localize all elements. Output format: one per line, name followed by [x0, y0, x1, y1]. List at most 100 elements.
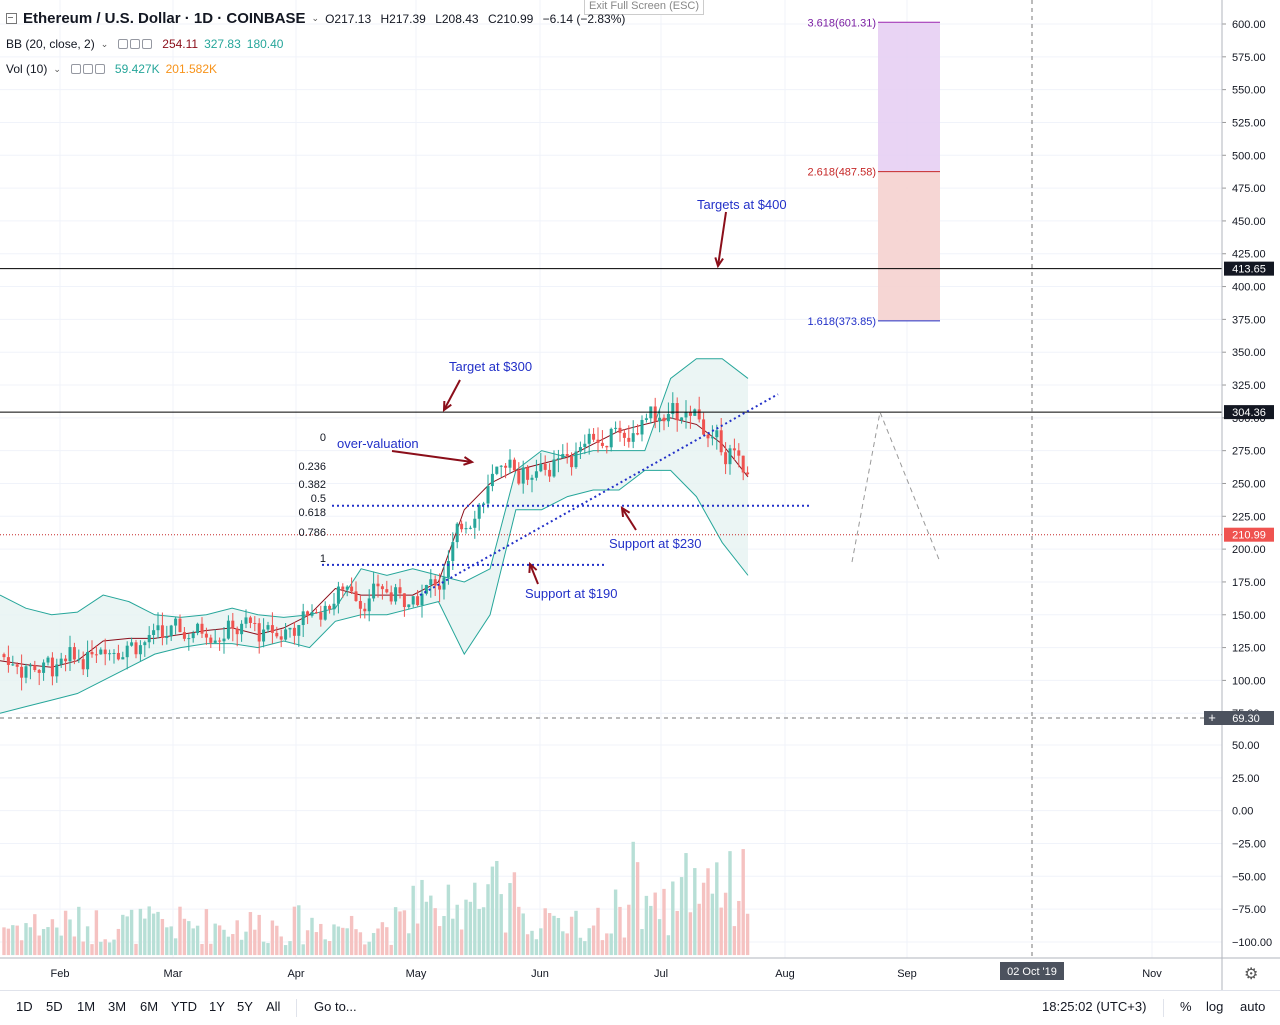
volume-bar — [160, 918, 165, 956]
volume-bar — [217, 925, 222, 956]
candle-body — [174, 618, 178, 626]
volume-bar — [94, 910, 99, 956]
indicator-buttons[interactable] — [70, 64, 105, 74]
auto-toggle[interactable]: auto — [1240, 999, 1266, 1014]
price-axis-label: 100.00 — [1232, 675, 1266, 687]
candle-body — [521, 467, 525, 484]
visibility-icon[interactable] — [118, 39, 129, 49]
candle-body — [314, 612, 318, 614]
volume-bar — [81, 941, 85, 956]
volume-bar — [28, 927, 33, 956]
open-value: O217.13 — [325, 11, 372, 26]
visibility-icon[interactable] — [70, 64, 81, 74]
volume-bar — [684, 853, 688, 956]
percent-toggle[interactable]: % — [1180, 999, 1192, 1014]
candle-body — [160, 625, 164, 639]
candle-body — [376, 583, 380, 587]
indicator-buttons[interactable] — [118, 39, 153, 49]
volume-bar — [59, 935, 63, 956]
candle-body — [724, 452, 728, 465]
volume-bar — [644, 895, 649, 956]
volume-bar — [679, 877, 684, 956]
volume-bar — [393, 907, 398, 956]
candle-body — [697, 409, 701, 420]
trend-lines — [0, 268, 1222, 596]
log-toggle[interactable]: log — [1206, 999, 1224, 1014]
time-axis-label: Apr — [287, 968, 304, 980]
settings-icon[interactable] — [130, 39, 141, 49]
bb-label[interactable]: BB (20, close, 2) — [6, 37, 95, 51]
close-icon[interactable] — [142, 39, 153, 49]
vol-label[interactable]: Vol (10) — [6, 62, 48, 76]
volume-bar — [112, 939, 116, 956]
volume-bar — [411, 885, 415, 956]
candle-body — [675, 403, 679, 421]
volume-bar — [715, 862, 719, 956]
range-ytd[interactable]: YTD — [171, 999, 197, 1014]
range-5y[interactable]: 5Y — [237, 999, 253, 1014]
close-icon[interactable] — [94, 64, 105, 74]
collapse-icon[interactable] — [6, 13, 17, 24]
volume-bar — [596, 907, 600, 956]
fib-label: 1.618(373.85) — [808, 316, 877, 328]
volume-axis-label: −25.00 — [1232, 838, 1266, 850]
volume-bar — [151, 913, 156, 956]
symbol-title[interactable]: Ethereum / U.S. Dollar · 1D · COINBASE — [23, 10, 306, 27]
volume-bar — [517, 906, 521, 956]
candle-body — [262, 629, 266, 642]
volume-bar — [248, 912, 253, 956]
price-axis-label: 500.00 — [1232, 150, 1266, 162]
candle-body — [165, 636, 169, 639]
settings-icon[interactable] — [82, 64, 93, 74]
volume-bar — [446, 884, 451, 956]
volume-bar — [310, 917, 314, 956]
range-1d[interactable]: 1D — [16, 999, 33, 1014]
candle-body — [486, 486, 490, 504]
volume-bar — [433, 908, 437, 956]
fib-retrace-label: 0 — [320, 432, 326, 444]
volume-bar — [737, 900, 741, 956]
range-all[interactable]: All — [266, 999, 281, 1014]
volume-bar — [675, 910, 679, 956]
candle-body — [548, 469, 552, 477]
chevron-down-icon[interactable]: ⌄ — [53, 63, 61, 74]
volume-bar — [121, 914, 125, 956]
chevron-down-icon[interactable]: ⌄ — [100, 38, 109, 49]
range-3m[interactable]: 3M — [108, 999, 127, 1014]
volume-axis-label: 0.00 — [1232, 806, 1253, 818]
candle-body — [143, 642, 147, 646]
candle-body — [424, 584, 428, 594]
volume-bar — [499, 894, 503, 956]
candle-body — [442, 577, 446, 590]
candle-body — [156, 625, 160, 631]
volume-bar — [539, 928, 543, 956]
exit-fullscreen-button[interactable]: Exit Full Screen (ESC) — [584, 0, 705, 15]
range-5d[interactable]: 5D — [46, 999, 63, 1014]
volume-bar — [41, 929, 46, 956]
clock[interactable]: 18:25:02 (UTC+3) — [1042, 999, 1147, 1014]
goto-button[interactable]: Go to... — [314, 999, 357, 1014]
volume-bar — [543, 908, 547, 956]
range-6m[interactable]: 6M — [140, 999, 159, 1014]
price-axis-label: 250.00 — [1232, 478, 1266, 490]
candle-body — [539, 463, 543, 472]
volume-bar — [635, 862, 640, 956]
candle-body — [455, 523, 459, 543]
range-1y[interactable]: 1Y — [209, 999, 225, 1014]
range-1m[interactable]: 1M — [77, 999, 96, 1014]
volume-bar — [701, 882, 706, 956]
candle-body — [288, 627, 292, 630]
candle-body — [169, 625, 173, 637]
candle-body — [411, 596, 415, 605]
candle-body — [358, 600, 362, 609]
candle-body — [517, 470, 521, 484]
volume-bar — [279, 936, 283, 956]
candle-body — [592, 433, 596, 440]
arrow-support-230 — [621, 507, 637, 531]
volume-bar — [605, 933, 609, 956]
volume-bar — [182, 918, 187, 956]
chevron-down-icon[interactable]: ⌄ — [311, 13, 320, 23]
volume-bar — [591, 925, 596, 956]
volume-bar — [169, 926, 173, 956]
